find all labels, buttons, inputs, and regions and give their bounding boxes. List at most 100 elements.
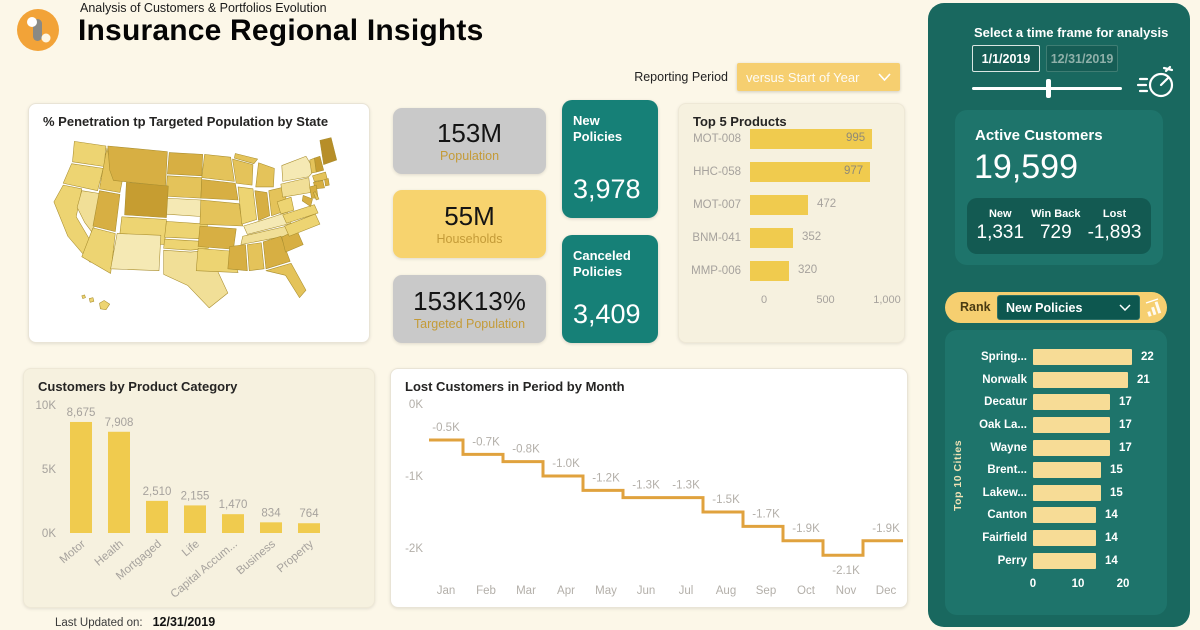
city-bar[interactable] [1033,394,1110,411]
rank-control: Rank New Policies [945,292,1167,323]
category-bar[interactable] [298,523,320,533]
state-shape[interactable] [162,197,205,217]
city-bar[interactable] [1033,371,1128,388]
start-date-input[interactable]: 1/1/2019 [972,45,1040,72]
state-shape[interactable] [319,137,337,165]
state-shape[interactable] [81,227,116,274]
top5-bar[interactable] [750,228,793,248]
state-shape[interactable] [255,162,275,188]
state-shape[interactable] [309,157,317,174]
category-bar[interactable] [108,431,130,533]
rank-label: Rank [960,300,991,314]
state-shape[interactable] [234,153,258,164]
last-updated: Last Updated on: 12/31/2019 [55,615,215,629]
city-bar[interactable] [1033,462,1101,479]
city-bar[interactable] [1033,349,1132,366]
top10-cities-chart: Spring... 22 Norwalk 21 Decatur 17 Oak La... 17… [945,346,1167,572]
category-bar[interactable] [146,500,168,533]
state-shape[interactable] [199,199,243,227]
top5-bar[interactable] [750,162,870,182]
city-bar[interactable] [1033,530,1096,547]
top5-row: MOT-008 995 [679,129,904,149]
lost-value-label: -1.3K [632,480,660,492]
state-shape[interactable] [324,178,330,187]
state-shape[interactable] [110,233,162,271]
city-bar[interactable] [1033,507,1096,524]
category-bar[interactable] [222,514,244,533]
lost-value-label: -0.7K [472,436,500,448]
stat-new: New 1,331 [976,208,1025,243]
state-shape[interactable] [72,141,107,167]
lost-value-label: -1.3K [672,480,700,492]
category-x-label: Capital Accum... [169,538,240,601]
lost-customers-chart[interactable]: 0K -1K -2K -0.5K Jan -0.7K Feb -0.8K Mar -1.0K Apr… [391,394,907,606]
lost-y-tick: -1K [405,471,423,483]
chevron-down-icon [1119,304,1131,311]
state-shape[interactable] [284,213,321,237]
canceled-policies-label: Canceled Policies [573,248,631,279]
state-shape[interactable] [281,155,315,182]
state-shape[interactable] [167,152,203,177]
lost-y-tick: 0K [409,399,423,411]
lost-step-line[interactable] [429,438,903,557]
city-value-label: 15 [1110,486,1123,499]
rank-dropdown[interactable]: New Policies [997,295,1140,320]
new-policies-value: 3,978 [573,174,641,204]
city-label: Fairfield [982,532,1027,545]
top5-row: BNM-041 352 [679,228,904,248]
top5-x-tick: 1,000 [873,294,901,306]
state-shape[interactable] [276,196,295,215]
state-shape[interactable] [88,297,95,303]
category-bar[interactable] [260,522,282,533]
category-bar[interactable] [184,505,206,533]
state-shape[interactable] [81,294,86,299]
top5-bar[interactable] [750,261,789,281]
state-shape[interactable] [201,154,235,182]
category-x-label: Health [93,538,126,569]
customers-by-category-chart[interactable]: 10K5K0K8,675Motor7,908Health2,510Mortgag… [24,394,376,606]
top5-bar[interactable] [750,195,808,215]
state-shape[interactable] [301,195,313,207]
category-x-label: Motor [58,538,88,566]
city-label: Oak La... [979,419,1027,432]
slider-handle[interactable] [1046,79,1051,98]
top5-value-label: 995 [846,132,866,144]
state-shape[interactable] [165,175,203,199]
top5-row: MMP-006 320 [679,261,904,281]
state-shape[interactable] [237,186,257,225]
state-shape[interactable] [124,182,169,218]
state-shape[interactable] [254,190,270,221]
timeframe-slider[interactable] [972,79,1122,98]
state-shape[interactable] [99,300,110,311]
state-shape[interactable] [227,244,248,271]
top5-x-tick: 0 [760,294,768,306]
state-shape[interactable] [197,225,237,250]
top5-category-label: MOT-007 [693,199,741,211]
city-bar[interactable] [1033,552,1096,569]
top5-bar[interactable] [750,129,872,149]
category-bar[interactable] [70,421,92,533]
end-date-input[interactable]: 12/31/2019 [1046,45,1118,72]
top5-category-label: HHC-058 [693,166,741,178]
state-shape[interactable] [282,204,319,224]
state-shape[interactable] [195,248,239,273]
city-bar[interactable] [1033,439,1110,456]
company-logo-icon [17,9,59,51]
city-label: Perry [997,554,1027,567]
city-label: Wayne [990,441,1027,454]
state-shape[interactable] [247,242,265,271]
state-shape[interactable] [92,190,121,232]
state-shape[interactable] [232,158,254,186]
reporting-period-dropdown[interactable]: versus Start of Year [737,63,900,91]
city-row: Perry 14 [945,549,1167,572]
city-bar[interactable] [1033,484,1101,501]
state-shape[interactable] [107,145,168,187]
us-choropleth-map[interactable] [34,133,364,333]
state-shape[interactable] [313,191,320,201]
state-shape[interactable] [265,262,307,298]
rank-value: New Policies [1006,300,1083,315]
state-shape[interactable] [62,163,104,191]
city-bar[interactable] [1033,417,1110,434]
city-label: Lakew... [982,486,1027,499]
state-shape[interactable] [200,179,239,201]
